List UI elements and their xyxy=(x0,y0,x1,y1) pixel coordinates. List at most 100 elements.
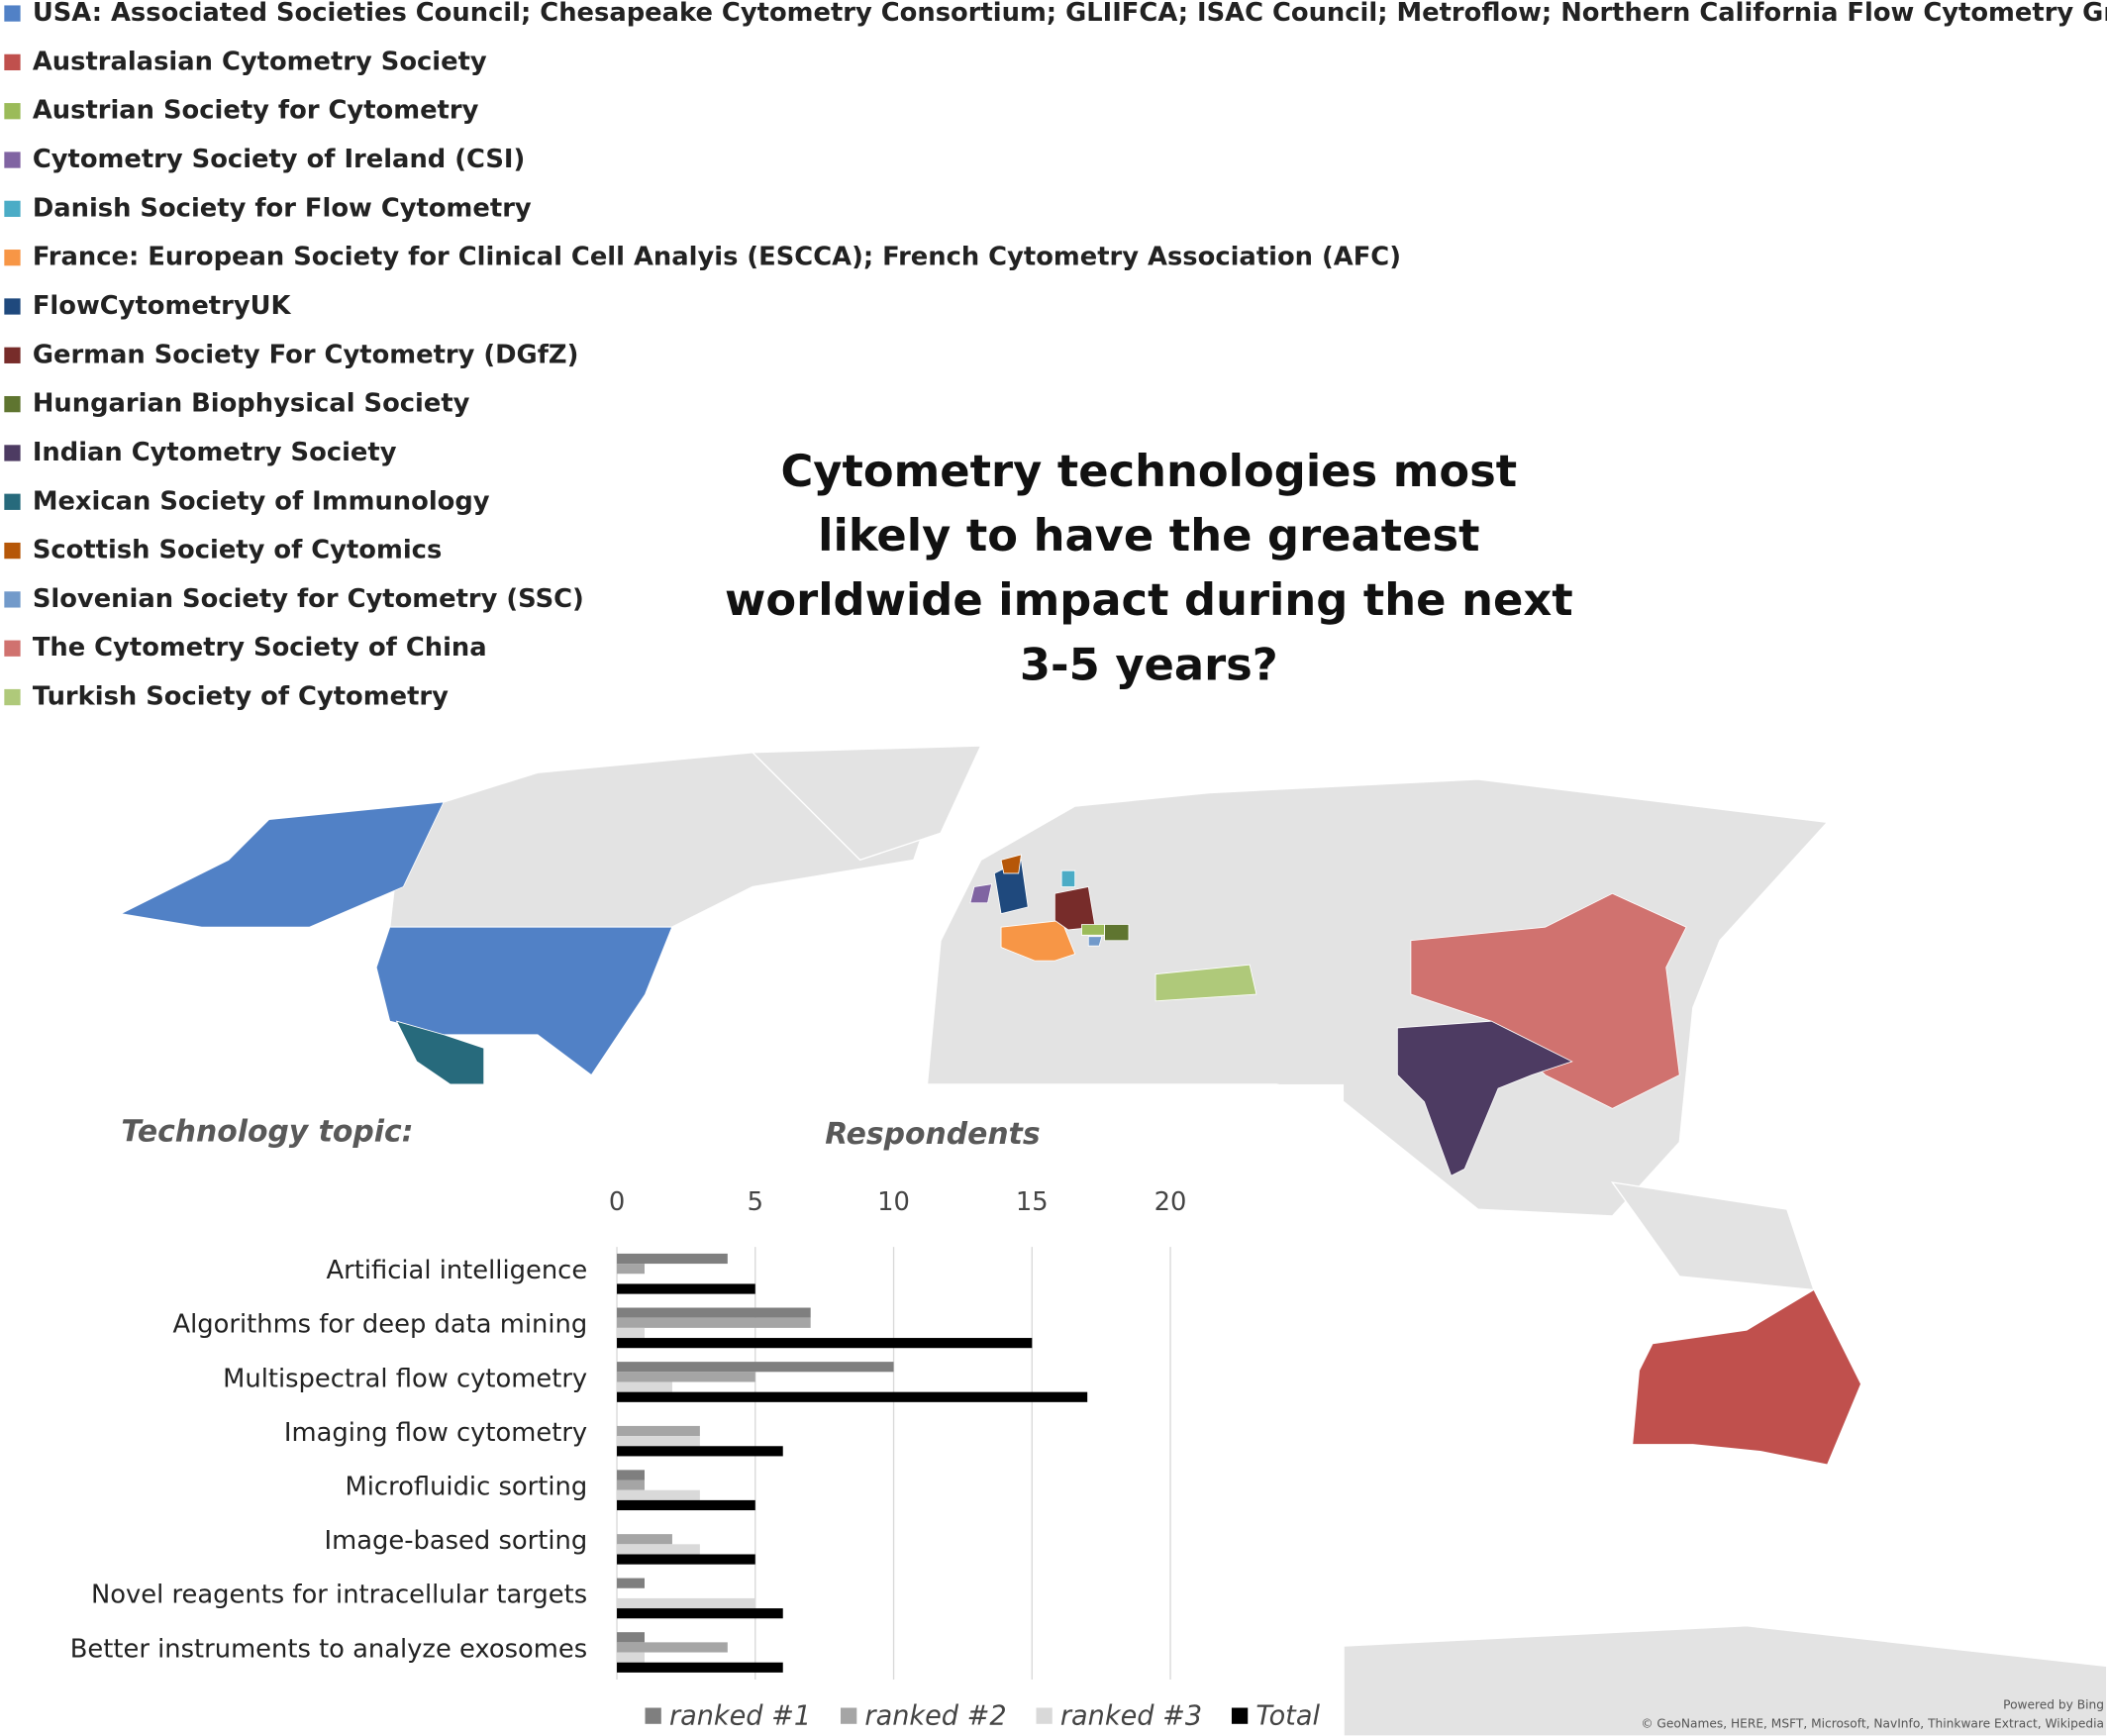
legend-label: ranked #2 xyxy=(864,1701,1006,1732)
x-tick-label: 20 xyxy=(1154,1187,1187,1217)
bar xyxy=(617,1372,755,1382)
region-germany xyxy=(1054,886,1096,931)
bar xyxy=(617,1652,645,1663)
legend-swatch xyxy=(4,5,21,22)
legend-label: Turkish Society of Cytometry xyxy=(33,682,449,712)
legend-label: Scottish Society of Cytomics xyxy=(33,536,442,565)
bar xyxy=(617,1470,645,1481)
legend-swatch xyxy=(4,395,21,413)
region-hungary xyxy=(1104,924,1130,942)
region-turkey xyxy=(1154,964,1257,1002)
bar xyxy=(617,1381,672,1392)
legend-swatch xyxy=(4,200,21,217)
bar xyxy=(617,1642,728,1653)
legend-label: Australasian Cytometry Society xyxy=(33,47,487,76)
legend-label: USA: Associated Societies Council; Chesa… xyxy=(33,0,2107,28)
y-tick-label: Imaging flow cytometry xyxy=(284,1418,587,1448)
category-axis-label: Technology topic: xyxy=(121,1114,413,1149)
chart-background xyxy=(0,1083,1345,1736)
legend-swatch xyxy=(4,347,21,363)
bar xyxy=(617,1264,645,1275)
legend-swatch xyxy=(4,298,21,315)
land xyxy=(926,778,1829,1217)
y-tick-label: Algorithms for deep data mining xyxy=(172,1310,587,1340)
land xyxy=(751,745,982,862)
bar xyxy=(617,1662,783,1673)
bar xyxy=(617,1632,645,1643)
bar xyxy=(617,1436,700,1447)
y-tick-label: Novel reagents for intracellular targets xyxy=(91,1581,587,1610)
bar xyxy=(617,1578,645,1588)
legend-label: ranked #3 xyxy=(1060,1701,1202,1732)
x-tick-label: 15 xyxy=(1016,1187,1049,1217)
legend-swatch xyxy=(4,250,21,266)
legend-label: Mexican Society of Immunology xyxy=(33,486,490,516)
region-denmark xyxy=(1060,869,1076,887)
bar xyxy=(617,1480,645,1490)
world-map: Powered by Bing © GeoNames, HERE, MSFT, … xyxy=(0,745,2107,1736)
y-tick-label: Image-based sorting xyxy=(324,1526,587,1556)
x-tick-label: 5 xyxy=(748,1187,763,1217)
y-tick-label: Microfluidic sorting xyxy=(346,1472,588,1501)
bar xyxy=(617,1499,755,1511)
legend-label: Hungarian Biophysical Society xyxy=(33,389,470,419)
region-china xyxy=(1410,892,1687,1109)
legend-swatch xyxy=(4,591,21,608)
legend-label: Cytometry Society of Ireland (CSI) xyxy=(33,145,525,174)
legend-swatch xyxy=(4,688,21,706)
bar xyxy=(617,1317,811,1328)
region-austria xyxy=(1081,924,1105,936)
legend-swatch xyxy=(645,1707,661,1724)
legend-label: Austrian Society for Cytometry xyxy=(33,96,479,126)
legend-swatch xyxy=(4,53,21,71)
legend-swatch xyxy=(841,1707,857,1724)
legend-label: German Society For Cytometry (DGfZ) xyxy=(33,340,579,369)
region-ireland xyxy=(969,883,993,904)
region-slovenia xyxy=(1087,936,1103,947)
legend-swatch xyxy=(4,103,21,120)
y-tick-label: Artificial intelligence xyxy=(327,1256,588,1285)
land xyxy=(1610,1181,1815,1291)
region-usa xyxy=(375,926,673,1076)
legend-label: Total xyxy=(1255,1701,1320,1732)
bar xyxy=(617,1554,755,1565)
y-tick-label: Multispectral flow cytometry xyxy=(223,1364,587,1393)
bar xyxy=(617,1253,728,1265)
legend-swatch xyxy=(4,152,21,168)
bar xyxy=(617,1362,894,1373)
legend-label: Indian Cytometry Society xyxy=(33,438,397,467)
bar xyxy=(617,1283,755,1294)
bar xyxy=(617,1307,811,1318)
legend-label: ranked #1 xyxy=(669,1701,811,1732)
map-powered: Powered by Bing xyxy=(2003,1697,2104,1711)
legend-swatch xyxy=(4,640,21,657)
bar xyxy=(617,1597,755,1609)
bar xyxy=(617,1425,700,1437)
legend-swatch xyxy=(4,445,21,461)
bar xyxy=(617,1338,1033,1349)
legend-label: FlowCytometryUK xyxy=(33,291,292,321)
legend-swatch xyxy=(1036,1707,1053,1724)
bar xyxy=(617,1489,700,1500)
bar xyxy=(617,1391,1088,1402)
legend-label: Danish Society for Flow Cytometry xyxy=(33,193,532,223)
region-india xyxy=(1396,1020,1573,1176)
bar xyxy=(617,1534,672,1545)
chart-title: Cytometry technologies most likely to hav… xyxy=(725,445,1573,690)
region-alaska xyxy=(120,801,445,928)
bar xyxy=(617,1446,783,1457)
bar xyxy=(617,1327,645,1339)
x-axis-label: Respondents xyxy=(825,1117,1040,1152)
bar xyxy=(617,1544,700,1555)
region-scotland xyxy=(1000,854,1022,874)
legend-label: France: European Society for Clinical Ce… xyxy=(33,243,1401,272)
x-tick-label: 0 xyxy=(609,1187,625,1217)
map-attribution: © GeoNames, HERE, MSFT, Microsoft, NavIn… xyxy=(1641,1716,2104,1730)
region-australia xyxy=(1632,1288,1861,1466)
legend-label: Slovenian Society for Cytometry (SSC) xyxy=(33,584,584,614)
x-tick-label: 10 xyxy=(877,1187,910,1217)
legend-swatch xyxy=(4,493,21,510)
bar xyxy=(617,1608,783,1619)
legend-swatch xyxy=(4,542,21,560)
